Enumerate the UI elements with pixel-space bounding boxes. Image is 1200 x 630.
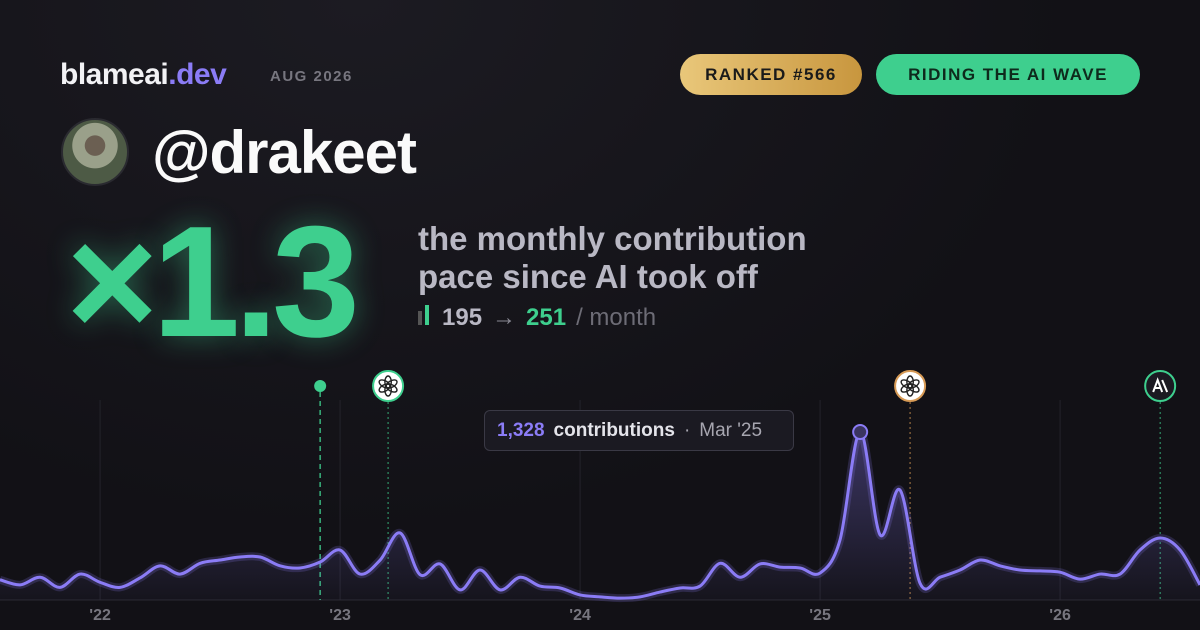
status-badge: RIDING THE AI WAVE [876, 54, 1140, 95]
tooltip-value: 1,328 [497, 419, 545, 441]
icon-glyph [378, 379, 391, 389]
headline-line: the monthly contribution [418, 220, 807, 257]
icon-ring [372, 370, 405, 402]
event-icon [1144, 370, 1177, 402]
icon [418, 304, 432, 332]
x-tick-label: '22 [89, 607, 111, 624]
tooltip-label: contributions [553, 419, 675, 441]
rank-badge: RANKED #566 [680, 54, 862, 95]
icon-glyph [900, 379, 913, 389]
event-icon [894, 370, 927, 402]
arrow: → [492, 304, 517, 331]
multiplier: ×1.3 [66, 194, 360, 370]
x-tick-label: '26 [1049, 607, 1071, 624]
handle: @drakeet [152, 119, 417, 186]
period: AUG 2026 [270, 68, 353, 85]
before: 195 [442, 304, 483, 331]
icon-ring [894, 370, 927, 402]
x-tick-label: '25 [809, 607, 831, 624]
line [0, 430, 1200, 600]
tooltip-date: Mar '25 [699, 419, 763, 441]
pace-stat: 195 → 251 / month [418, 304, 656, 332]
event-icon [372, 370, 405, 402]
area [0, 431, 1200, 600]
x-tick-label: '24 [569, 607, 591, 624]
after: 251 [526, 304, 567, 331]
event-dot [314, 380, 327, 392]
icon-glyph [1152, 377, 1169, 393]
tooltip-separator: · [683, 419, 691, 441]
headline-line: pace since AI took off [418, 258, 758, 295]
unit: / month [576, 304, 657, 331]
tooltip: 1,328 contributions · Mar '25 [484, 410, 794, 451]
peak-marker [852, 424, 869, 440]
x-tick-label: '23 [329, 607, 351, 624]
avatar [61, 118, 129, 186]
brand: blameai.dev [60, 58, 227, 91]
